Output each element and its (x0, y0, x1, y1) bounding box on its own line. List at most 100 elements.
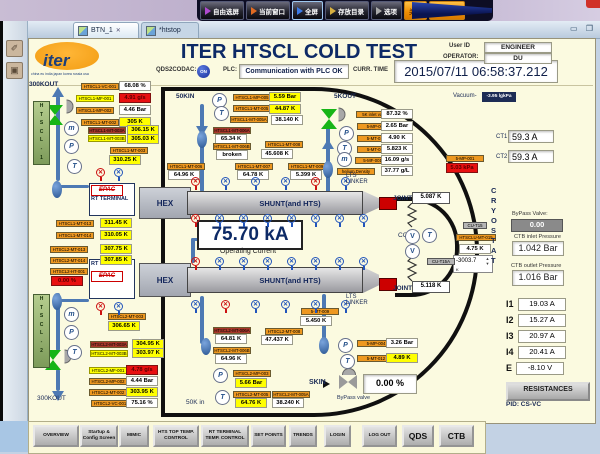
footer-button-trends[interactable]: TRENDS (289, 425, 317, 447)
shunt-1-taper (363, 191, 379, 215)
coil-tag-bottom: CU-T15A (427, 258, 455, 265)
valve-stem (243, 223, 245, 227)
tag-value-HTSCL2-MT-005: 64.76 K (235, 398, 267, 408)
valve-stem (345, 186, 347, 190)
footer-button-mimic[interactable]: MIMIC (119, 425, 149, 447)
vacuum-value: -3.95 lgkPa (482, 92, 516, 102)
valve-symbol-icon: ✕ (263, 214, 272, 223)
valve-stem (315, 223, 317, 227)
toolbar-button-icon (376, 6, 382, 15)
time-label: CURR. TIME (353, 67, 388, 73)
toolbar-button-自由选屏[interactable]: 自由选屏 (200, 1, 244, 20)
valve-stem (363, 223, 365, 227)
valve-stem (285, 309, 287, 313)
tag-label-HTSCL2-MT-002: HTSCL2-MT-002 (89, 389, 127, 396)
rail-tool-icon[interactable]: ✐ (6, 40, 23, 57)
tag-label-HTSCL1-MT-005: HTSCL1-MT-005 (233, 105, 271, 112)
tag-label-5-MP-001: 5-MP-001 (446, 155, 484, 162)
pipe (326, 127, 330, 193)
htscl-1-label: H T S C L - 1 (33, 101, 50, 165)
tag-value-HTSCL2-VC-001: 75.16 % (126, 398, 158, 408)
footer-button-hts-top-temp-control[interactable]: HTS TOP TEMP. CONTROL (153, 425, 199, 447)
footer-button-label: TRENDS (293, 433, 313, 439)
tag-value-HTSCL1-MT-009: 5.399 K (290, 170, 322, 180)
valve-symbol-icon: ✕ (215, 214, 224, 223)
tag-label-HTSCL1-MT-006B: HTSCL1-MT-006B (213, 143, 251, 150)
pipe-node (197, 131, 207, 148)
tag-label-HTSCL1-MT-013: HTSCL1-MT-013 (56, 220, 94, 227)
pipe (58, 185, 89, 188)
footer-button-startup-config-screen[interactable]: Startup & Config Screen (80, 425, 118, 447)
resistances-button[interactable]: RESISTANCES (506, 382, 590, 401)
valve-5k-outlet[interactable] (321, 109, 337, 129)
valve-symbol-icon: ✕ (311, 257, 320, 266)
iter-logo-text: iter (43, 51, 70, 70)
tab-htstop[interactable]: *htstop (141, 22, 199, 38)
tab-btn1[interactable]: BTN_1 ✕ (73, 22, 139, 38)
footer-button-ctb[interactable]: CTB (439, 425, 474, 447)
footer-button-set-points[interactable]: SET POINTS (251, 425, 286, 447)
instrument-m-icon: m (64, 307, 79, 322)
cryostat-letter: C (491, 186, 497, 195)
rail-tool-icon[interactable]: ▣ (6, 62, 23, 79)
tag-value-helium Density: 37.77 g/L (381, 166, 413, 176)
valve-stem (363, 266, 365, 270)
spinner-arrows-icon[interactable]: ▲ ▼ (485, 256, 490, 266)
footer-button-rt-terminal-temp-control[interactable]: RT TERMINAL TEMP. CONTROL (201, 425, 249, 447)
valve-stem (243, 266, 245, 270)
user-id-field: ENGINEER (484, 42, 552, 53)
tab-close-icon[interactable]: ✕ (115, 28, 121, 34)
coil-setpoint-spinner[interactable]: -3003.7 K ▲ ▼ (453, 255, 493, 273)
valve-htscl2-outlet[interactable] (45, 350, 61, 370)
current-value-I3: 20.97 A (518, 330, 566, 343)
toolbar-button-当前窗口[interactable]: 当前窗口 (246, 1, 290, 20)
rt-terminal-label: RT TERMINAL (91, 196, 129, 202)
bypass-valve-icon[interactable] (339, 368, 357, 389)
tag-label-HTSCL1-MT-006A: HTSCL1-MT-006A (213, 127, 251, 134)
valve-top (45, 350, 61, 360)
valve-symbol-icon: ✕ (191, 214, 200, 223)
flow-arrow-down (52, 391, 64, 401)
ct1-value: 59.3 A (508, 130, 554, 143)
valve-stem (195, 223, 197, 227)
toolbar-button-存放目录[interactable]: 存放目录 (325, 1, 369, 20)
label-lts-linker: LTS LINKER (346, 173, 368, 185)
tag-label-helium Density: helium Density (337, 168, 375, 175)
tag-label-HTSCL2-MP-003: HTSCL2-MP-003 (233, 370, 271, 377)
footer-button-log-out[interactable]: LOG OUT (362, 425, 397, 447)
tag-label-HTSCL1-MT-007: HTSCL1-MT-007 (235, 163, 273, 170)
epac-logo: EPAC (91, 271, 123, 282)
tag-value-HTSCL1-MT-013: 311.45 K (100, 218, 132, 228)
tag-label-5-MT-009: 5-MT-009 (301, 308, 339, 315)
valve-stem (118, 177, 120, 181)
toolbar-button-全屏[interactable]: 全屏 (292, 1, 323, 20)
valve-htscl1-outlet[interactable] (47, 105, 63, 125)
coil-temp-value: 4.75 K (459, 244, 491, 254)
flow-arrow-up (52, 87, 64, 97)
ctb-outlet-label: CTB outlet Pressure (511, 263, 562, 269)
tag-value-HTSCL2-MT-008: 47.437 K (261, 335, 293, 345)
toolbar-button-选项[interactable]: 选项 (371, 1, 402, 20)
tag-label-HTSCL1-MT-008: HTSCL1-MT-008 (265, 141, 303, 148)
footer-button-overview[interactable]: OVERVIEW (33, 425, 79, 447)
valve-symbol-icon: ✕ (114, 302, 123, 311)
valve-symbol-icon: ✕ (114, 168, 123, 177)
window-minimize-restore[interactable]: ▭ ❐ (570, 24, 596, 33)
footer-button-login[interactable]: LOGIN (324, 425, 351, 447)
valve-symbol-icon: ✕ (311, 300, 320, 309)
tag-value-5-MP-001: 5.03 kPa (446, 163, 478, 173)
footer-button-label: SET POINTS (254, 433, 283, 439)
tag-label-HTSCL2-MF-001: HTSCL2-MF-001 (89, 367, 127, 374)
left-tool-rail (0, 21, 28, 452)
valve-symbol-icon: ✕ (311, 177, 320, 186)
footer-button-label: HTS TOP TEMP. CONTROL (158, 430, 194, 441)
operator-field: DU (484, 53, 552, 64)
valve-symbol-icon: ✕ (341, 177, 350, 186)
instrument-T-icon: T (67, 345, 82, 360)
footer-button-qds[interactable]: QDS (402, 425, 434, 447)
valve-stem (255, 186, 257, 190)
valve-symbol-icon: ✕ (215, 257, 224, 266)
iter-logo-subtext: china eu india japan korea russia usa (31, 72, 89, 76)
cryostat-letter: A (491, 246, 497, 255)
valve-stem (291, 223, 293, 227)
